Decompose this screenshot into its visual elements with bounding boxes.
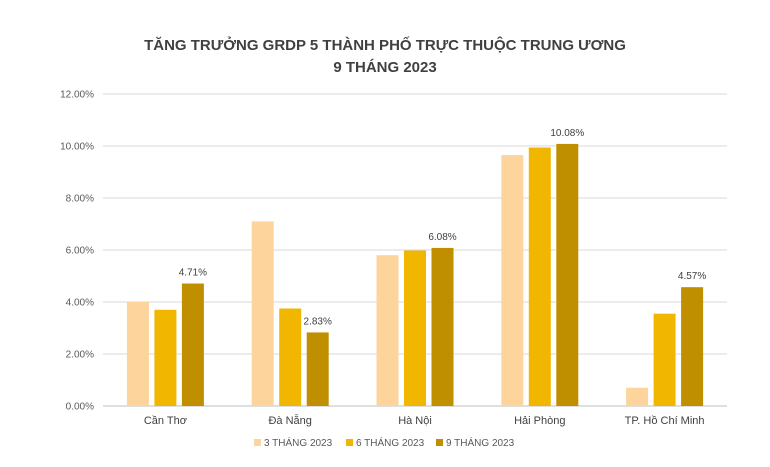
bar	[154, 309, 177, 406]
legend-label: 9 THÁNG 2023	[446, 436, 515, 449]
y-tick-label: 2.00%	[66, 350, 94, 361]
bar	[306, 332, 329, 406]
legend-swatch	[346, 439, 353, 446]
bar	[404, 250, 426, 406]
chart-subtitle: 9 THÁNG 2023	[333, 59, 437, 76]
data-label: 10.08%	[550, 128, 584, 139]
data-label: 4.57%	[678, 271, 706, 282]
y-tick-label: 4.00%	[66, 298, 94, 309]
bar	[376, 255, 399, 406]
y-tick-label: 12.00%	[60, 90, 94, 101]
data-label: 6.08%	[428, 232, 456, 243]
y-tick-label: 8.00%	[66, 194, 94, 205]
y-tick-label: 6.00%	[66, 246, 94, 257]
legend-swatch	[254, 439, 261, 446]
x-tick-label: Đà Nẵng	[268, 414, 311, 427]
bar	[626, 387, 649, 406]
bar	[681, 287, 704, 406]
bar	[653, 313, 676, 406]
bar	[279, 308, 302, 406]
bar	[126, 302, 149, 406]
chart-title: TĂNG TRƯỞNG GRDP 5 THÀNH PHỐ TRỰC THUỘC …	[144, 37, 626, 54]
y-tick-label: 0.00%	[66, 402, 94, 413]
data-label: 4.71%	[179, 268, 207, 279]
x-tick-label: TP. Hồ Chí Minh	[625, 415, 705, 427]
bar	[556, 143, 579, 407]
y-tick-label: 10.00%	[60, 142, 94, 153]
bar	[528, 147, 551, 406]
bar	[501, 155, 524, 406]
bar	[251, 221, 274, 406]
legend-swatch	[436, 439, 443, 446]
data-label: 2.83%	[304, 316, 332, 327]
x-tick-label: Hà Nội	[398, 415, 432, 427]
bar	[181, 283, 204, 406]
bar	[431, 247, 454, 406]
legend-label: 3 THÁNG 2023	[264, 436, 333, 449]
x-tick-label: Cần Thơ	[144, 415, 187, 427]
x-tick-label: Hải Phòng	[514, 415, 565, 427]
legend-label: 6 THÁNG 2023	[356, 436, 425, 449]
